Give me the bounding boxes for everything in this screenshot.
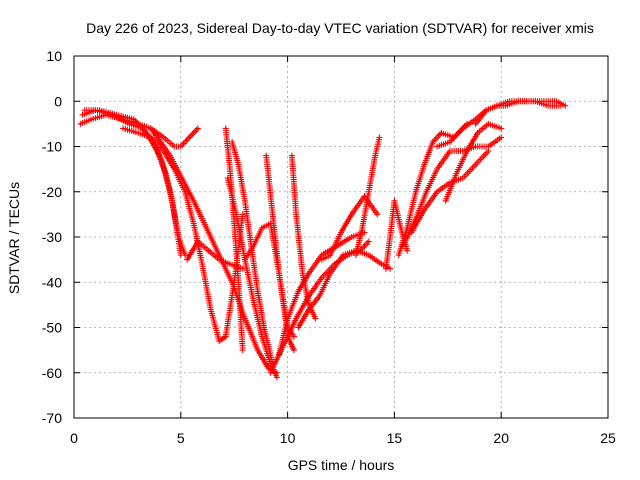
- y-tick-label: -60: [42, 365, 62, 381]
- x-tick-label: 5: [177, 430, 185, 446]
- x-tick-label: 0: [70, 430, 78, 446]
- series-markers: [81, 107, 184, 259]
- series-markers: [442, 120, 505, 204]
- series-markers: [353, 134, 383, 259]
- series-markers: [147, 125, 280, 376]
- y-tick-label: -50: [42, 320, 62, 336]
- series-track-24: [472, 98, 564, 127]
- series-track-9: [229, 139, 276, 367]
- y-tick-label: -70: [42, 410, 62, 426]
- series-track-11: [263, 152, 297, 354]
- series-track-14: [288, 152, 319, 322]
- y-tick-label: 0: [54, 93, 62, 109]
- series-track-21: [408, 148, 492, 236]
- y-tick-label: -40: [42, 274, 62, 290]
- series-markers: [222, 125, 246, 354]
- series-track-17: [353, 134, 383, 259]
- series-markers: [229, 139, 276, 367]
- y-axis-label: SDTVAR / TECUs: [6, 182, 22, 294]
- series-track-16: [318, 193, 381, 263]
- x-tick-label: 10: [280, 430, 296, 446]
- series-track-22: [442, 120, 505, 204]
- series-markers: [408, 148, 492, 236]
- x-tick-label: 25: [600, 430, 616, 446]
- series-markers: [77, 111, 201, 150]
- series-track-1: [77, 111, 201, 150]
- series-markers: [472, 98, 564, 127]
- series-markers: [318, 193, 381, 263]
- series-track-8: [222, 125, 246, 354]
- x-tick-label: 20: [493, 430, 509, 446]
- series-track-7: [147, 125, 280, 376]
- series-markers: [295, 247, 394, 331]
- tick-layer: 0 5 10 15 20 25 10 0 -10 -20 -30 -40 -50 -60 -70: [42, 48, 616, 446]
- x-axis-label: GPS time / hours: [288, 457, 395, 473]
- chart-title: Day 226 of 2023, Sidereal Day-to-day VTE…: [86, 20, 594, 36]
- y-tick-label: -30: [42, 229, 62, 245]
- y-tick-label: -10: [42, 139, 62, 155]
- data-layer: [77, 98, 569, 381]
- series-markers: [288, 152, 319, 322]
- series-track-3: [81, 107, 184, 259]
- y-tick-label: -20: [42, 184, 62, 200]
- y-tick-label: 10: [46, 48, 62, 64]
- series-track-15: [295, 247, 394, 331]
- series-markers: [263, 152, 297, 354]
- x-tick-label: 15: [387, 430, 403, 446]
